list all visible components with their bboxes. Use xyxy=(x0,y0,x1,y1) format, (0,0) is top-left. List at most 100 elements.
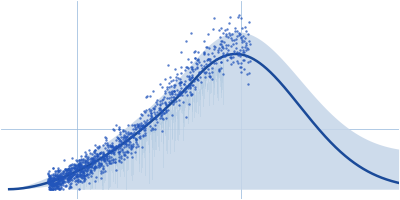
Point xyxy=(87,171,93,174)
Point xyxy=(50,184,57,187)
Point xyxy=(124,123,131,126)
Point xyxy=(122,143,129,146)
Point xyxy=(189,68,196,71)
Point xyxy=(228,56,234,59)
Point xyxy=(163,110,169,113)
Point xyxy=(192,56,198,60)
Point xyxy=(182,68,188,71)
Point xyxy=(52,183,58,187)
Point xyxy=(53,169,60,172)
Point xyxy=(186,83,192,86)
Point xyxy=(171,68,178,71)
Point xyxy=(148,109,154,112)
Point xyxy=(132,139,139,142)
Point xyxy=(150,90,156,93)
Point xyxy=(82,168,88,171)
Point xyxy=(71,173,78,176)
Point xyxy=(56,188,62,191)
Point xyxy=(238,62,244,65)
Point xyxy=(104,158,110,161)
Point xyxy=(64,172,71,175)
Point xyxy=(213,62,220,65)
Point xyxy=(66,174,72,177)
Point xyxy=(70,165,76,169)
Point xyxy=(139,125,145,128)
Point xyxy=(75,163,81,166)
Point xyxy=(235,53,242,57)
Point xyxy=(123,136,129,139)
Point xyxy=(231,38,238,41)
Point xyxy=(65,168,71,171)
Point xyxy=(73,165,80,168)
Point xyxy=(147,109,154,113)
Point xyxy=(141,132,148,135)
Point xyxy=(71,172,77,175)
Point xyxy=(103,161,109,165)
Point xyxy=(55,176,61,179)
Point xyxy=(169,93,175,96)
Point xyxy=(58,175,64,178)
Point xyxy=(116,128,122,131)
Point xyxy=(72,164,78,167)
Point xyxy=(125,139,131,142)
Point xyxy=(47,175,53,179)
Point xyxy=(236,33,242,36)
Point xyxy=(45,182,52,185)
Point xyxy=(130,132,136,135)
Point xyxy=(236,31,242,35)
Point xyxy=(216,69,222,72)
Point xyxy=(92,165,98,168)
Point xyxy=(238,45,245,49)
Point xyxy=(186,74,192,77)
Point xyxy=(46,177,52,181)
Point xyxy=(57,175,63,178)
Point xyxy=(66,171,72,174)
Point xyxy=(53,181,60,184)
Point xyxy=(56,182,63,185)
Point xyxy=(153,115,159,118)
Point xyxy=(72,164,78,168)
Point xyxy=(180,100,187,103)
Point xyxy=(186,78,193,81)
Point xyxy=(66,175,73,179)
Point xyxy=(107,150,114,153)
Point xyxy=(95,159,101,163)
Point xyxy=(138,112,145,115)
Point xyxy=(100,159,107,162)
Point xyxy=(110,159,116,162)
Point xyxy=(149,127,155,130)
Point xyxy=(179,91,185,94)
Point xyxy=(72,167,79,170)
Point xyxy=(124,150,131,153)
Point xyxy=(52,188,58,191)
Point xyxy=(84,157,90,160)
Point xyxy=(157,104,164,107)
Point xyxy=(137,124,144,127)
Point xyxy=(72,168,79,171)
Point xyxy=(226,32,232,35)
Point xyxy=(83,167,90,170)
Point xyxy=(229,39,235,42)
Point xyxy=(52,177,58,181)
Point xyxy=(81,165,87,168)
Point xyxy=(56,187,62,190)
Point xyxy=(94,158,100,161)
Point xyxy=(58,175,65,178)
Point xyxy=(176,90,182,93)
Point xyxy=(188,84,195,87)
Point xyxy=(217,66,224,69)
Point xyxy=(58,185,64,188)
Point xyxy=(62,174,69,177)
Point xyxy=(83,166,89,169)
Point xyxy=(55,182,62,185)
Point xyxy=(159,85,165,88)
Point xyxy=(114,135,120,139)
Point xyxy=(76,161,83,164)
Point xyxy=(96,165,103,168)
Point xyxy=(105,149,112,152)
Point xyxy=(122,141,128,144)
Point xyxy=(52,186,58,190)
Point xyxy=(157,113,164,116)
Point xyxy=(80,172,86,175)
Point xyxy=(157,83,164,86)
